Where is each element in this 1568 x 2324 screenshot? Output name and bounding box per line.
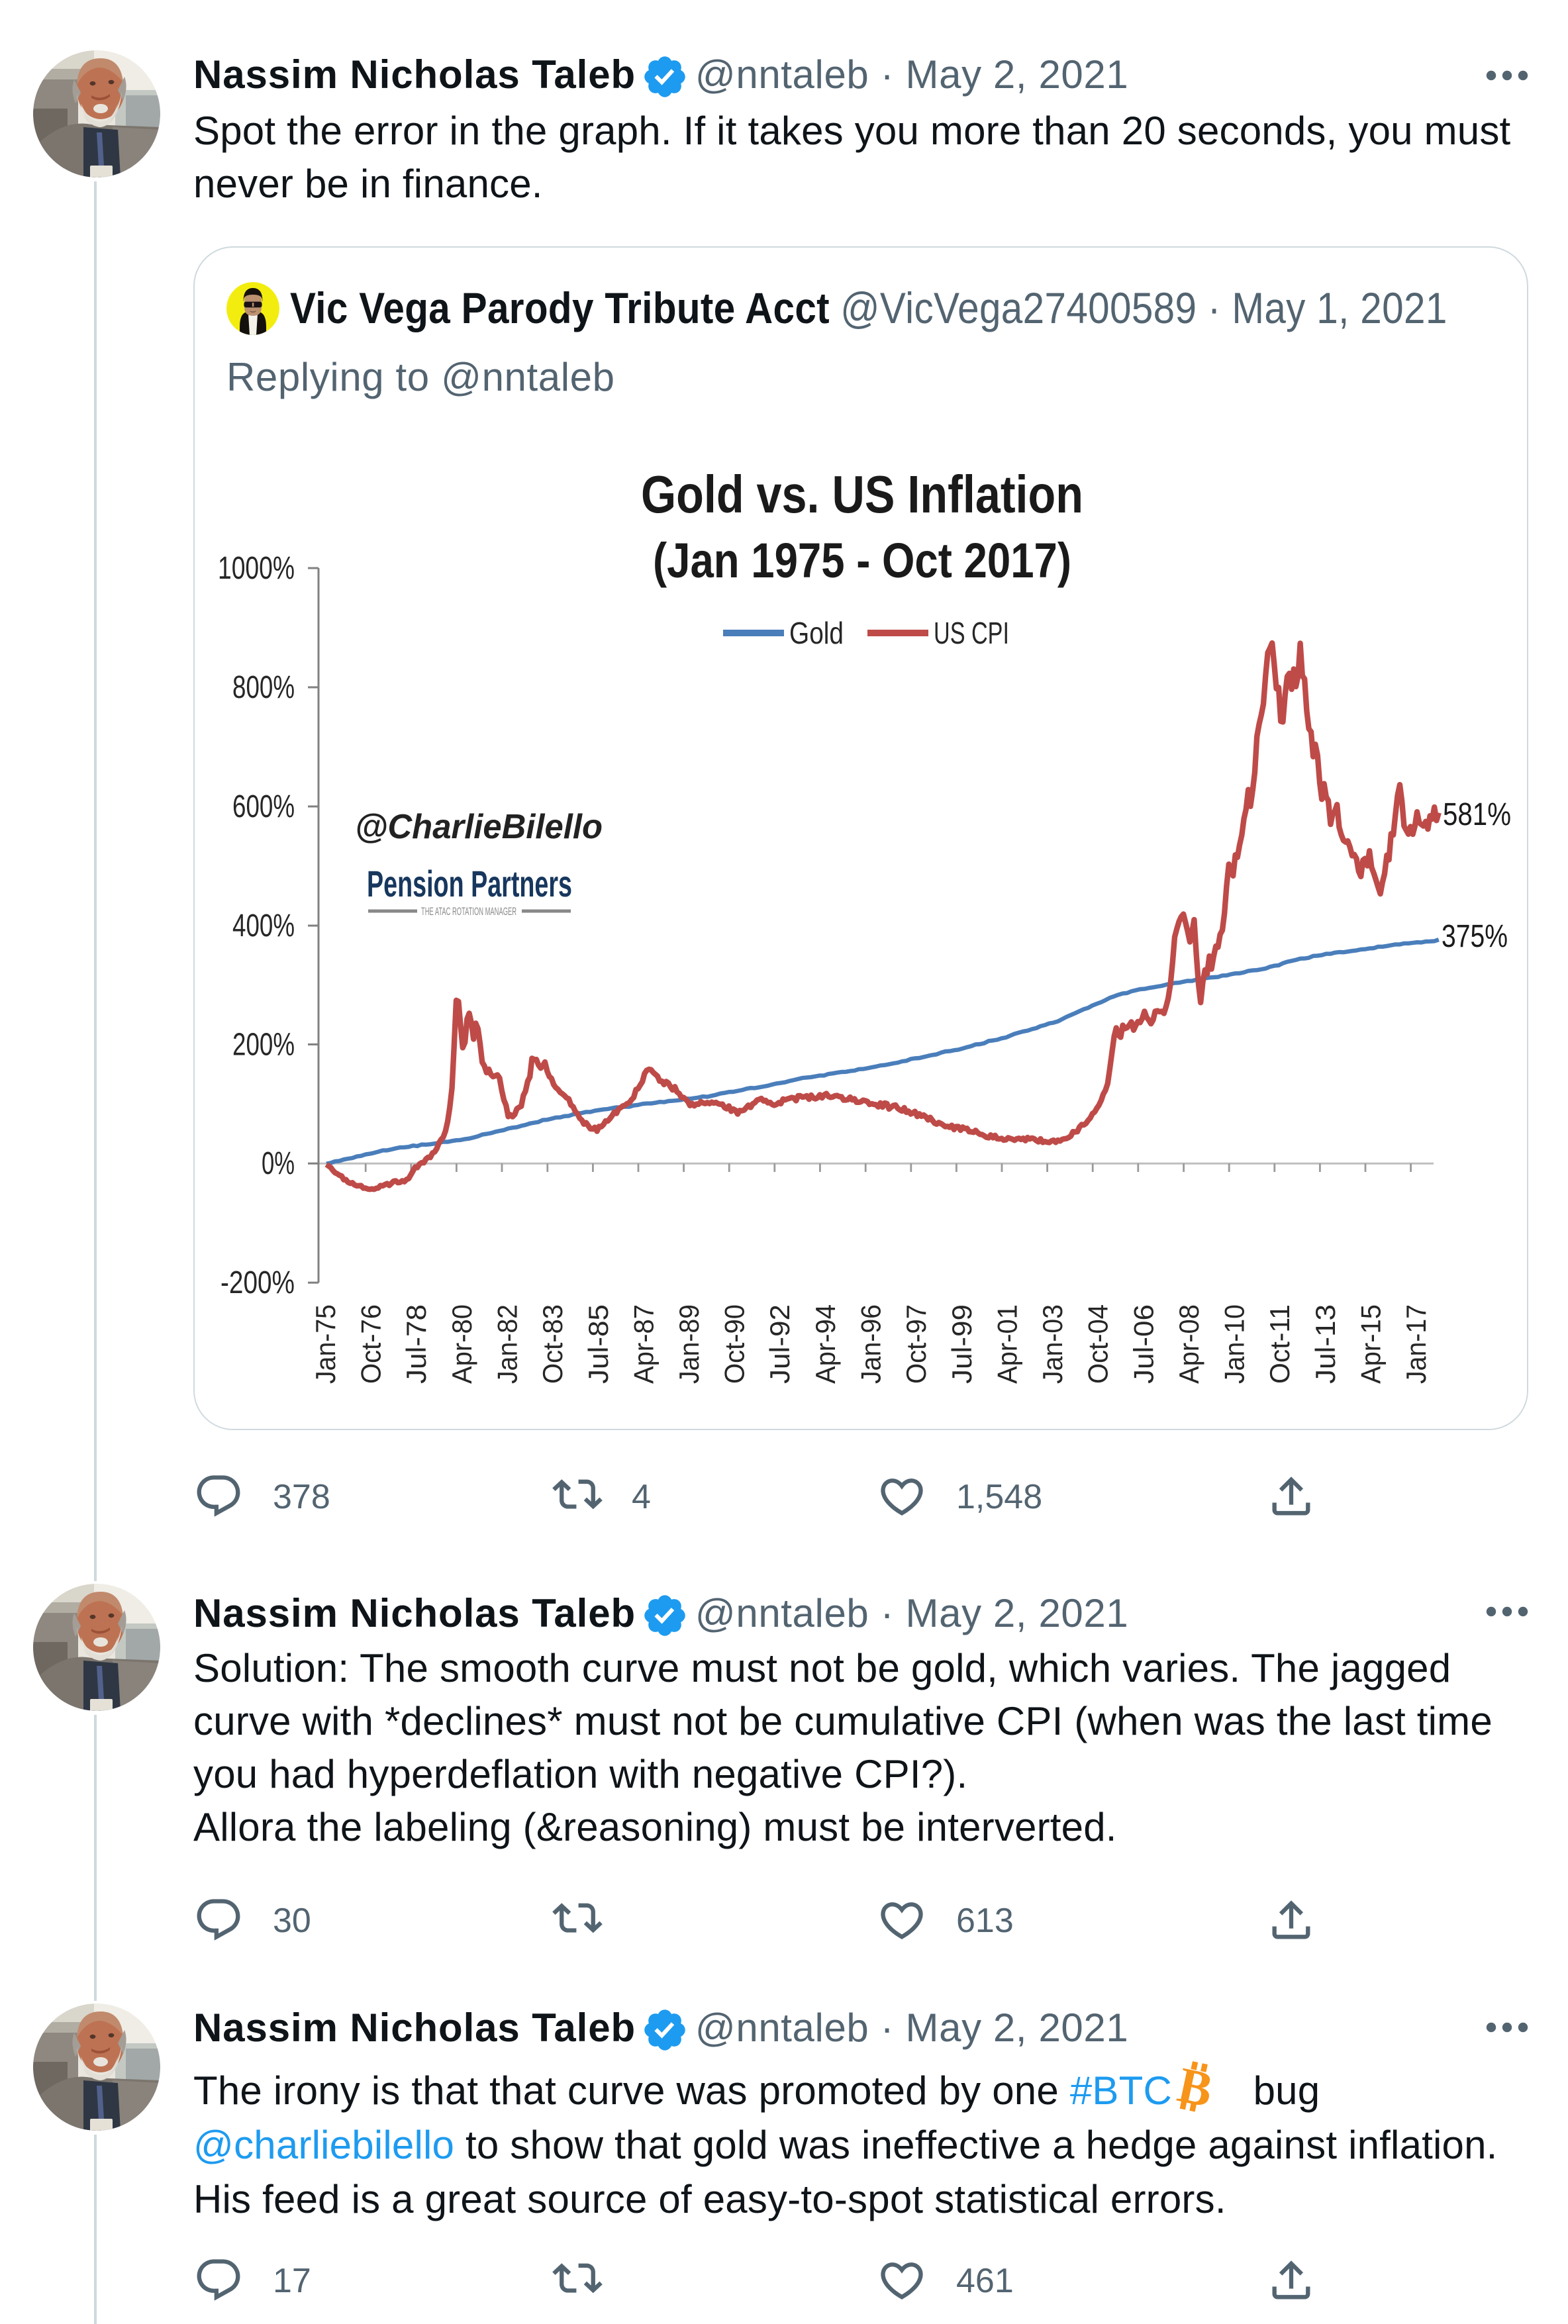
- svg-text:-200%: -200%: [220, 1265, 295, 1300]
- svg-text:Jan-96: Jan-96: [856, 1304, 887, 1384]
- svg-text:THE ATAC ROTATION MANAGER: THE ATAC ROTATION MANAGER: [421, 905, 516, 918]
- svg-text:600%: 600%: [232, 789, 295, 824]
- svg-text:400%: 400%: [232, 908, 295, 944]
- svg-text:Jul-85: Jul-85: [583, 1304, 614, 1384]
- svg-text:800%: 800%: [232, 670, 295, 705]
- svg-text:Oct-76: Oct-76: [356, 1304, 387, 1384]
- svg-text:Apr-08: Apr-08: [1173, 1304, 1204, 1384]
- svg-text:Jan-17: Jan-17: [1400, 1304, 1432, 1384]
- svg-text:Apr-01: Apr-01: [991, 1304, 1022, 1384]
- svg-text:Apr-87: Apr-87: [628, 1304, 659, 1384]
- svg-text:375%: 375%: [1442, 919, 1508, 954]
- svg-text:Jul-13: Jul-13: [1310, 1304, 1341, 1384]
- svg-text:Oct-97: Oct-97: [901, 1304, 932, 1384]
- svg-text:Jan-82: Jan-82: [492, 1304, 523, 1384]
- svg-text:1000%: 1000%: [218, 551, 295, 586]
- svg-text:Jan-10: Jan-10: [1219, 1304, 1250, 1384]
- svg-text:Jan-75: Jan-75: [310, 1304, 341, 1384]
- svg-text:Oct-83: Oct-83: [537, 1304, 568, 1384]
- svg-text:Gold vs. US Inflation: Gold vs. US Inflation: [641, 465, 1083, 524]
- svg-text:Jul-99: Jul-99: [946, 1304, 977, 1384]
- svg-text:Apr-80: Apr-80: [446, 1304, 477, 1384]
- svg-text:Oct-04: Oct-04: [1083, 1304, 1114, 1384]
- svg-text:Jan-89: Jan-89: [673, 1304, 705, 1384]
- svg-text:Jul-92: Jul-92: [764, 1304, 795, 1384]
- svg-text:Gold: Gold: [789, 616, 844, 650]
- svg-text:US CPI: US CPI: [934, 616, 1009, 650]
- svg-text:Oct-90: Oct-90: [719, 1304, 750, 1384]
- svg-text:Jul-06: Jul-06: [1128, 1304, 1159, 1384]
- svg-text:200%: 200%: [232, 1027, 295, 1062]
- svg-text:@CharlieBilello: @CharlieBilello: [355, 808, 603, 846]
- svg-text:(Jan 1975 - Oct 2017): (Jan 1975 - Oct 2017): [653, 533, 1071, 588]
- svg-text:Apr-15: Apr-15: [1355, 1304, 1386, 1384]
- svg-text:Oct-11: Oct-11: [1264, 1304, 1295, 1384]
- svg-text:581%: 581%: [1443, 797, 1511, 832]
- svg-text:Pension Partners: Pension Partners: [367, 863, 572, 904]
- svg-text:Apr-94: Apr-94: [810, 1304, 841, 1384]
- svg-text:Jul-78: Jul-78: [401, 1304, 432, 1384]
- svg-text:Jan-03: Jan-03: [1037, 1304, 1068, 1384]
- svg-text:0%: 0%: [262, 1146, 295, 1181]
